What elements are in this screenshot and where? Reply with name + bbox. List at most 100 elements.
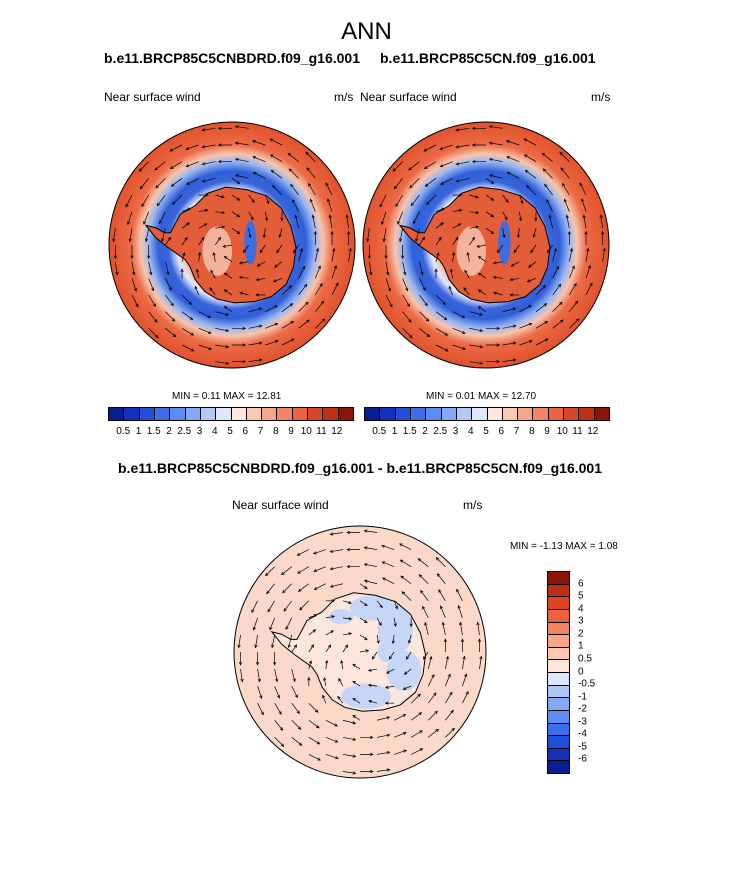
colorbar-tick-label: -6 bbox=[578, 753, 587, 765]
colorbar-swatch bbox=[548, 647, 569, 661]
colorbar-tick-label: 5 bbox=[578, 590, 584, 602]
colorbar-swatch bbox=[154, 408, 171, 420]
colorbar-tick-label: 1 bbox=[135, 426, 142, 437]
colorbar-swatch bbox=[548, 723, 569, 737]
colorbar-swatch bbox=[564, 408, 580, 420]
colorbar-swatch bbox=[487, 408, 503, 420]
colorbar-swatch bbox=[426, 408, 442, 420]
colorbar-tick-label: 1 bbox=[578, 640, 584, 652]
colorbar-swatch bbox=[502, 408, 519, 420]
right-min-max: MIN = 0.01 MAX = 12.70 bbox=[426, 391, 537, 402]
colorbar-swatch bbox=[410, 408, 427, 420]
left-colorbar bbox=[108, 407, 354, 421]
colorbar-tick-label: 4 bbox=[211, 426, 218, 437]
colorbar-tick-label: 1 bbox=[391, 426, 398, 437]
colorbar-swatch bbox=[277, 408, 293, 420]
colorbar-tick-label: 10 bbox=[556, 426, 568, 437]
colorbar-swatch bbox=[200, 408, 217, 420]
colorbar-swatch bbox=[338, 408, 353, 420]
colorbar-swatch bbox=[380, 408, 396, 420]
colorbar-tick-label: -5 bbox=[578, 741, 587, 753]
diff-colorbar bbox=[547, 571, 570, 774]
colorbar-swatch bbox=[124, 408, 140, 420]
left-wind-map bbox=[108, 121, 356, 369]
right-variable-label: Near surface wind bbox=[360, 90, 457, 104]
colorbar-swatch bbox=[548, 685, 569, 699]
colorbar-tick-label: 8 bbox=[528, 426, 535, 437]
colorbar-swatch bbox=[548, 761, 569, 773]
left-run-title: b.e11.BRCP85C5CNBDRD.f09_g16.001 bbox=[104, 50, 360, 66]
colorbar-swatch bbox=[579, 408, 595, 420]
colorbar-tick-label: 8 bbox=[272, 426, 279, 437]
right-colorbar bbox=[364, 407, 610, 421]
diff-units-label: m/s bbox=[463, 498, 483, 512]
colorbar-tick-label: 6 bbox=[242, 426, 249, 437]
colorbar-tick-label: 0.5 bbox=[372, 426, 387, 437]
colorbar-swatch bbox=[395, 408, 411, 420]
colorbar-swatch bbox=[548, 673, 569, 686]
diff-variable-label: Near surface wind bbox=[232, 498, 329, 512]
colorbar-swatch bbox=[548, 736, 569, 749]
colorbar-tick-label: 0 bbox=[578, 666, 584, 677]
colorbar-tick-label: 3 bbox=[452, 426, 459, 437]
colorbar-swatch bbox=[170, 408, 186, 420]
colorbar-swatch bbox=[548, 609, 569, 623]
colorbar-swatch bbox=[548, 748, 569, 762]
colorbar-tick-label: 3 bbox=[196, 426, 203, 437]
colorbar-swatch bbox=[548, 584, 569, 598]
colorbar-tick-label: 5 bbox=[227, 426, 233, 437]
colorbar-tick-label: 11 bbox=[316, 426, 327, 437]
colorbar-tick-label: 2.5 bbox=[433, 426, 448, 437]
colorbar-swatch bbox=[185, 408, 201, 420]
colorbar-swatch bbox=[441, 408, 457, 420]
colorbar-tick-label: 2 bbox=[422, 426, 428, 437]
colorbar-swatch bbox=[548, 698, 569, 711]
colorbar-tick-label: 2.5 bbox=[177, 426, 192, 437]
right-run-title: b.e11.BRCP85C5CN.f09_g16.001 bbox=[380, 50, 596, 66]
colorbar-swatch bbox=[548, 622, 569, 636]
right-units-label: m/s bbox=[591, 90, 611, 104]
colorbar-tick-label: -3 bbox=[578, 716, 587, 728]
colorbar-tick-label: 4 bbox=[467, 426, 474, 437]
colorbar-tick-label: 2 bbox=[578, 628, 584, 640]
diff-min-max: MIN = -1.13 MAX = 1.08 bbox=[510, 541, 618, 552]
colorbar-swatch bbox=[109, 408, 125, 420]
colorbar-swatch bbox=[548, 710, 569, 724]
colorbar-tick-label: 11 bbox=[572, 426, 583, 437]
colorbar-tick-label: 0.5 bbox=[116, 426, 131, 437]
colorbar-tick-label: 1.5 bbox=[402, 426, 417, 437]
colorbar-swatch bbox=[548, 660, 569, 673]
diff-colorbar-ticks: 6 5 4 3 2 1 0.5 0 -0.5 -1 -2 -3 -4 -5 -6 bbox=[578, 571, 618, 772]
colorbar-swatch bbox=[246, 408, 263, 420]
colorbar-swatch bbox=[548, 572, 569, 585]
colorbar-swatch bbox=[365, 408, 381, 420]
colorbar-tick-label: 4 bbox=[578, 603, 584, 615]
colorbar-swatch bbox=[262, 408, 278, 420]
colorbar-tick-label: 10 bbox=[300, 426, 312, 437]
colorbar-swatch bbox=[472, 408, 488, 420]
left-units-label: m/s bbox=[334, 90, 354, 104]
colorbar-swatch bbox=[533, 408, 549, 420]
colorbar-swatch bbox=[548, 597, 569, 610]
colorbar-swatch bbox=[594, 408, 609, 420]
colorbar-swatch bbox=[231, 408, 247, 420]
right-wind-map bbox=[362, 121, 610, 369]
colorbar-tick-label: 2 bbox=[166, 426, 172, 437]
left-variable-label: Near surface wind bbox=[104, 90, 201, 104]
colorbar-swatch bbox=[548, 408, 565, 420]
colorbar-tick-label: -1 bbox=[578, 691, 587, 703]
colorbar-tick-label: -2 bbox=[578, 703, 587, 715]
diff-run-title: b.e11.BRCP85C5CNBDRD.f09_g16.001 - b.e11… bbox=[118, 460, 602, 476]
colorbar-swatch bbox=[518, 408, 534, 420]
colorbar-tick-label: 6 bbox=[498, 426, 505, 437]
colorbar-tick-label: 0.5 bbox=[578, 653, 592, 665]
colorbar-swatch bbox=[308, 408, 324, 420]
colorbar-swatch bbox=[292, 408, 309, 420]
right-colorbar-ticks: 0.5 1 1.5 2 2.5 3 4 5 6 7 8 9 10 11 12 bbox=[364, 426, 608, 438]
figure-title: ANN bbox=[341, 18, 392, 45]
colorbar-tick-label: 9 bbox=[544, 426, 550, 437]
colorbar-swatch bbox=[216, 408, 232, 420]
colorbar-tick-label: 9 bbox=[288, 426, 294, 437]
colorbar-tick-label: 3 bbox=[578, 615, 584, 627]
colorbar-tick-label: 7 bbox=[257, 426, 264, 437]
